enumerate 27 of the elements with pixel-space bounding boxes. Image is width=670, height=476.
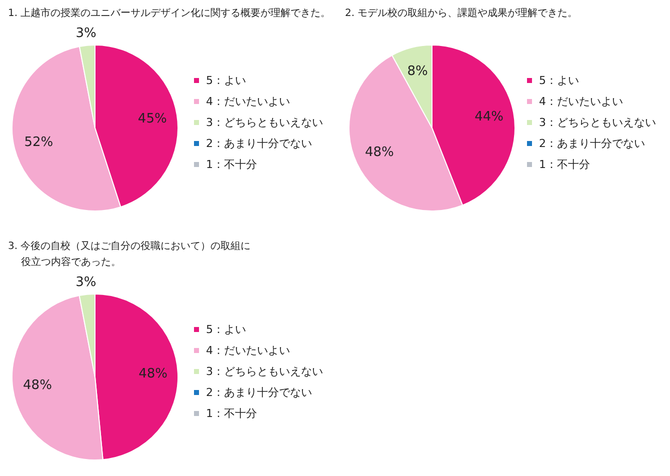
legend-label: 5：よい bbox=[206, 72, 246, 88]
legend-label: 5：よい bbox=[206, 322, 246, 336]
data-label: 3% bbox=[76, 274, 96, 290]
legend-label: 2：あまり十分でない bbox=[206, 384, 312, 400]
data-label: 48% bbox=[364, 145, 394, 160]
data-label: 44% bbox=[474, 110, 504, 125]
legend-label: 4：だいたいよい bbox=[206, 342, 290, 358]
legend-label: 1：不十分 bbox=[206, 156, 257, 172]
legend-label: 5：よい bbox=[539, 72, 579, 88]
data-label: 48% bbox=[23, 378, 52, 393]
data-label: 3% bbox=[76, 26, 96, 41]
chart-title: 1. 上越市の授業のユニバーサルデザイン化に関する概要が理解できた。 bbox=[8, 6, 332, 21]
legend-label: 1：不十分 bbox=[539, 156, 590, 172]
legend-label: 4：だいたいよい bbox=[539, 94, 623, 108]
data-label: 48% bbox=[138, 366, 168, 382]
legend-label: 1：不十分 bbox=[206, 406, 257, 420]
data-label: 52% bbox=[24, 134, 54, 150]
data-label: 8% bbox=[407, 64, 428, 80]
legend-label: 4：だいたいよい bbox=[206, 94, 290, 108]
legend-label: 2：あまり十分でない bbox=[539, 136, 645, 150]
legend-label: 3：どちらともいえない bbox=[539, 114, 656, 130]
legend-label: 2：あまり十分でない bbox=[206, 136, 312, 150]
data-label: 45% bbox=[138, 111, 167, 126]
legend-label: 3：どちらともいえない bbox=[206, 114, 323, 130]
legend-label: 3：どちらともいえない bbox=[206, 364, 323, 378]
chart-title: 2. モデル校の取組から、課題や成果が理解できた。 bbox=[345, 6, 579, 21]
chart-title: 3. 今後の自校（又はご自分の役職において）の取組に役立つ内容であった。 bbox=[8, 240, 252, 270]
